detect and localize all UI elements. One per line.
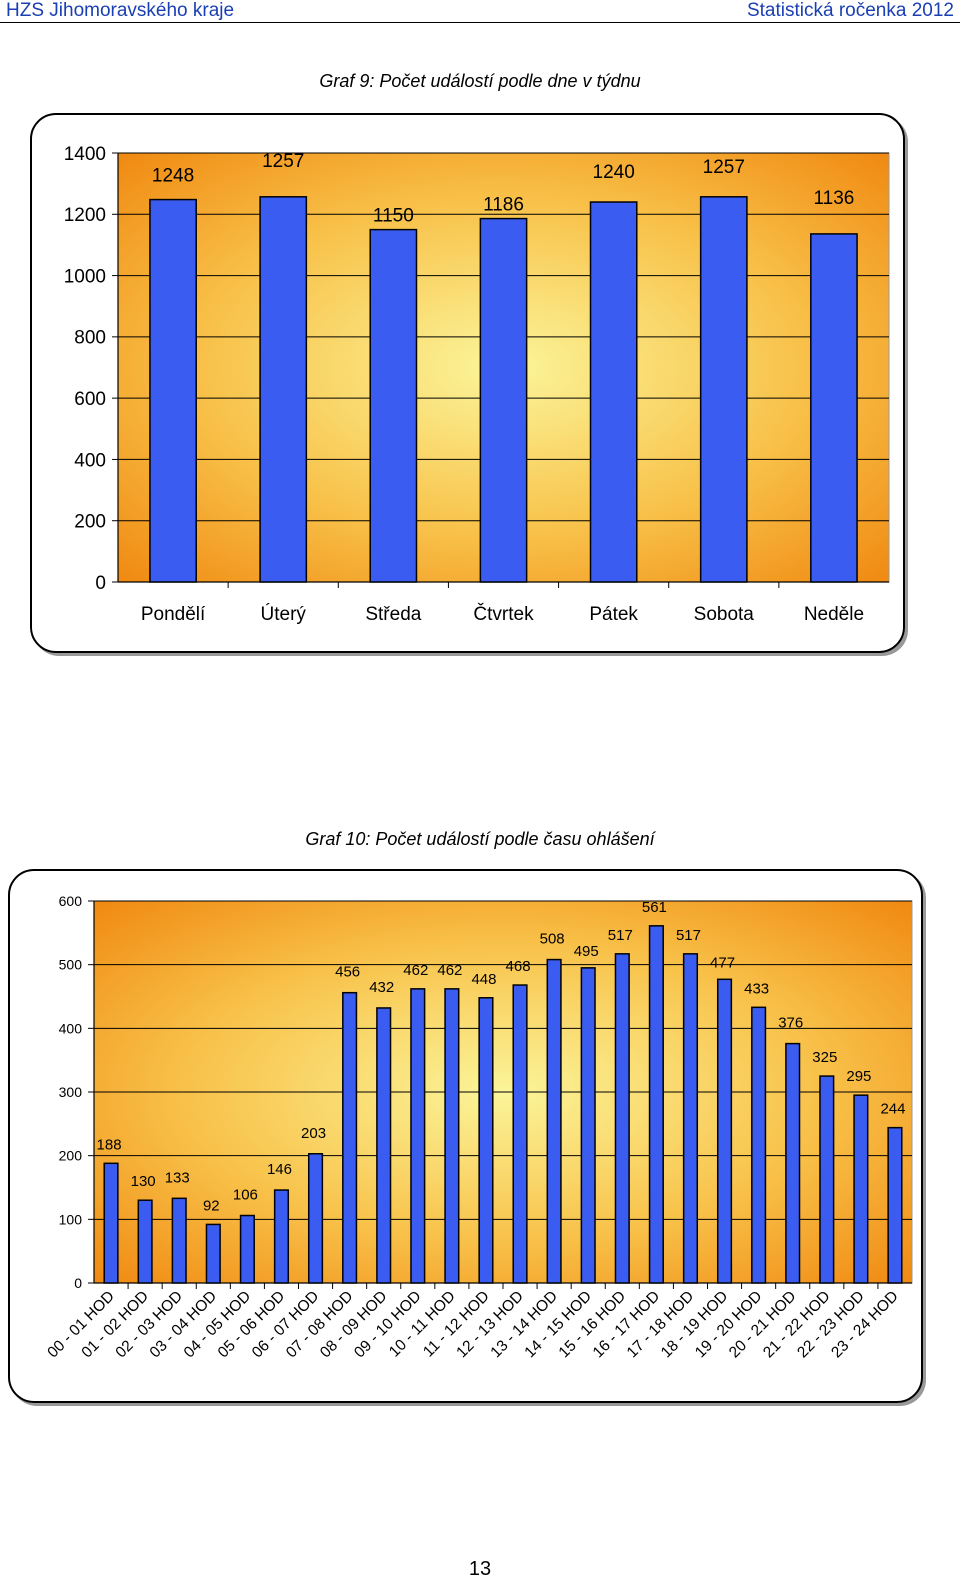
chart-2-bar (853, 1094, 869, 1284)
chart-2-data-label: 468 (506, 958, 531, 975)
chart-2-bar (342, 991, 358, 1284)
chart-2-data-label: 448 (471, 971, 496, 988)
chart-1-y-tick-label: 0 (95, 573, 106, 594)
chart-2-bar (887, 1126, 903, 1284)
chart-2-bar (171, 1197, 187, 1284)
chart-2-bar (819, 1075, 835, 1284)
chart-2-data-label: 462 (403, 962, 428, 979)
chart-2-bar (239, 1214, 255, 1284)
chart-2-data-label: 517 (608, 927, 633, 944)
chart-2-bar (103, 1162, 119, 1284)
chart-2-y-tick-label: 300 (59, 1084, 83, 1100)
chart-2-bar (137, 1199, 153, 1284)
chart-1-bar (259, 196, 308, 583)
chart-2-title: Graf 10: Počet událostí podle času ohláš… (305, 829, 655, 849)
chart-2-frame: 0 100 200 300 400 500 600 188 00 - 01 HOD 130 01 -… (8, 869, 923, 1403)
chart-2-bar (614, 953, 630, 1284)
chart-1-y-tick-label: 1400 (64, 144, 106, 165)
chart-1-y-tick-label: 200 (74, 512, 106, 533)
chart-2-data-label: 561 (642, 899, 667, 916)
chart-1-y-tick-label: 1200 (64, 205, 106, 226)
chart-2-bar (478, 997, 494, 1284)
chart-1-data-label: 1136 (813, 188, 854, 209)
chart-2-data-label: 495 (574, 943, 599, 960)
chart-2-y-tick-label: 200 (59, 1148, 83, 1164)
chart-2-data-label: 244 (880, 1101, 905, 1118)
chart-2-bar (307, 1153, 324, 1284)
chart-2-bar (546, 958, 562, 1284)
chart-1-x-tick-label: Čtvrtek (473, 603, 534, 625)
chart-2-bar (410, 988, 426, 1284)
chart-2-bar (444, 988, 460, 1284)
chart-2-y-tick-label: 0 (74, 1275, 82, 1291)
chart-2-bar (682, 953, 699, 1284)
chart-1-data-label: 1186 (483, 195, 524, 216)
chart-1-svg: 0 200 400 600 800 1000 1200 1400 1248 Pondělí 1257… (64, 144, 890, 625)
chart-2-data-label: 146 (267, 1161, 292, 1178)
chart-1-data-label: 1150 (373, 206, 414, 227)
chart-1-y-tick-label: 800 (74, 328, 106, 349)
chart-1-bar (810, 233, 858, 583)
chart-1-title: Graf 9: Počet událostí podle dne v týdnu (319, 71, 641, 91)
chart-2-data-label: 462 (437, 962, 462, 979)
chart-1-bar (479, 217, 528, 583)
chart-2-data-label: 203 (301, 1125, 326, 1142)
chart-2-y-tick-label: 100 (59, 1211, 83, 1227)
chart-2-data-label: 188 (97, 1136, 122, 1153)
chart-1-data-label: 1240 (593, 162, 635, 183)
chart-2-bar (580, 967, 596, 1284)
chart-1-data-label: 1257 (703, 157, 745, 178)
chart-1-data-label: 1257 (262, 151, 304, 172)
chart-2-data-label: 517 (676, 927, 701, 944)
chart-2-bar (751, 1006, 767, 1284)
chart-2-bar (273, 1189, 290, 1284)
chart-2-data-label: 133 (165, 1169, 190, 1186)
chart-1-bar (149, 198, 197, 583)
chart-2-data-label: 106 (233, 1187, 258, 1204)
chart-2-data-label: 92 (203, 1197, 220, 1214)
chart-2-data-label: 295 (846, 1068, 871, 1085)
chart-2-bar (512, 984, 528, 1284)
chart-1-x-tick-label: Sobota (694, 604, 755, 625)
chart-1-frame: 0 200 400 600 800 1000 1200 1400 1248 Pondělí 1257… (30, 113, 905, 653)
chart-2-bar (716, 978, 733, 1284)
chart-2-bar (785, 1042, 801, 1284)
chart-2-data-label: 130 (131, 1173, 156, 1190)
chart-2-y-tick-label: 500 (59, 957, 83, 973)
chart-2-data-label: 325 (812, 1049, 837, 1066)
chart-1-x-tick-label: Pondělí (141, 604, 206, 625)
chart-2-data-label: 508 (540, 931, 565, 948)
chart-2-data-label: 477 (710, 954, 735, 971)
chart-1-x-tick-label: Úterý (261, 603, 307, 625)
chart-1-x-tick-label: Pátek (589, 604, 638, 625)
chart-1-data-label: 1248 (152, 166, 194, 187)
page-header: HZS Jihomoravského kraje Statistická roč… (0, 0, 960, 23)
chart-2-data-label: 376 (778, 1015, 803, 1032)
chart-1-bar (369, 228, 418, 583)
chart-1-x-tick-label: Středa (365, 604, 421, 625)
chart-1-x-tick-label: Neděle (804, 604, 864, 625)
chart-1-y-tick-label: 1000 (64, 266, 106, 287)
chart-1-bar (699, 196, 748, 583)
chart-2-y-tick-label: 600 (59, 893, 83, 909)
chart-1-y-tick-label: 400 (74, 450, 106, 471)
header-organization: HZS Jihomoravského kraje (6, 0, 235, 21)
chart-2-data-label: 456 (335, 964, 360, 981)
chart-2-data-label: 432 (369, 979, 394, 996)
chart-2-data-label: 433 (744, 980, 769, 997)
chart-1-y-tick-label: 600 (74, 389, 106, 410)
header-publication: Statistická ročenka 2012 (746, 0, 954, 21)
chart-2-bar (648, 925, 664, 1284)
chart-2-bar (376, 1007, 392, 1284)
chart-1-bar (589, 201, 638, 583)
chart-2-y-tick-label: 400 (59, 1020, 83, 1036)
chart-2-bar (205, 1223, 221, 1284)
page-number: 13 (468, 1558, 492, 1580)
